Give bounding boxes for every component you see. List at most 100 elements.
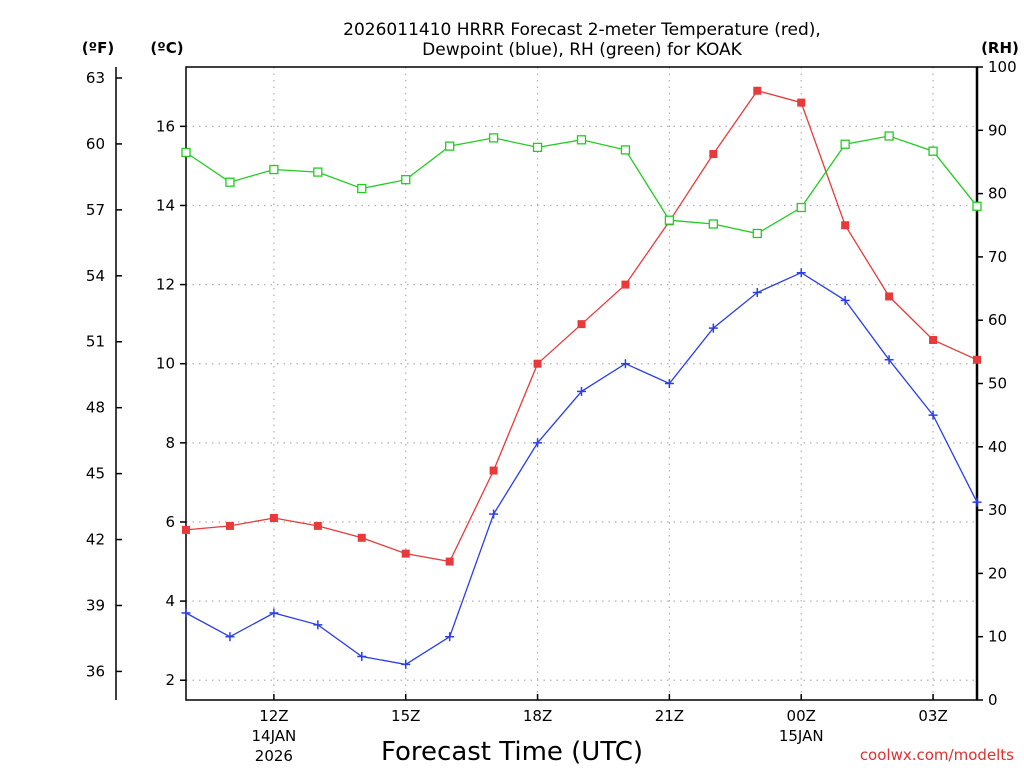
data-point	[884, 131, 894, 141]
x-tick-year: 2026	[255, 747, 293, 765]
series-dewpoint	[181, 268, 982, 669]
celsius-tick-label: 14	[156, 196, 175, 214]
data-point	[182, 525, 190, 534]
data-point	[181, 147, 191, 158]
data-point	[708, 323, 718, 333]
data-point	[796, 202, 806, 213]
x-axis-title: Forecast Time (UTC)	[381, 737, 643, 767]
rh-unit-label: (RH)	[981, 39, 1019, 57]
chart-title-line1: 2026011410 HRRR Forecast 2-meter Tempera…	[343, 20, 821, 40]
fahrenheit-unit-label: (ºF)	[82, 39, 114, 57]
data-point	[884, 355, 894, 365]
celsius-tick-label: 16	[156, 117, 175, 135]
data-point	[928, 146, 938, 156]
data-point	[357, 183, 367, 194]
data-point	[313, 620, 323, 630]
data-point	[928, 410, 938, 420]
fahrenheit-tick-label: 42	[86, 531, 105, 549]
celsius-unit-label: (ºC)	[150, 39, 183, 57]
data-point	[313, 521, 322, 530]
data-point	[532, 142, 543, 153]
data-point	[489, 509, 499, 519]
data-point	[709, 150, 718, 159]
data-point	[708, 219, 718, 229]
data-point	[445, 557, 454, 566]
x-tick-label: 15Z	[391, 707, 420, 725]
data-point	[445, 632, 455, 642]
data-point	[664, 379, 674, 388]
data-point	[620, 145, 631, 155]
data-point	[752, 228, 762, 239]
rh-tick-label: 80	[988, 185, 1007, 203]
x-tick-label: 00Z	[787, 707, 816, 725]
fahrenheit-tick-label: 57	[86, 201, 105, 219]
axes: 2 4 6 8 10 12 14 16 36 39 42 45 48 51 54 57 60 63 0 10 20 30 4…	[86, 58, 1017, 709]
data-point	[225, 521, 234, 530]
data-point	[269, 608, 279, 618]
data-point	[225, 632, 235, 642]
data-point	[401, 549, 410, 558]
x-tick-label: 18Z	[523, 707, 552, 725]
series-rh	[181, 131, 982, 239]
data-point	[225, 177, 235, 187]
data-point	[973, 355, 981, 364]
rh-tick-label: 60	[988, 311, 1007, 329]
data-point	[181, 608, 191, 618]
celsius-tick-label: 10	[156, 355, 175, 373]
data-point	[840, 295, 850, 305]
rh-tick-label: 70	[988, 248, 1007, 266]
rh-tick-label: 90	[988, 121, 1007, 139]
x-tick-date: 14JAN	[252, 727, 297, 745]
x-tick-label: 12Z	[259, 707, 288, 725]
x-tick-date: 15JAN	[779, 727, 824, 745]
fahrenheit-tick-label: 39	[86, 596, 105, 614]
data-point	[489, 466, 498, 475]
data-point	[269, 514, 278, 523]
data-point	[929, 335, 938, 344]
grid	[186, 67, 977, 700]
series-line-rh	[185, 135, 978, 235]
fahrenheit-tick-label: 45	[86, 465, 105, 483]
celsius-tick-label: 2	[165, 671, 175, 689]
data-point	[576, 135, 587, 145]
data-point	[577, 386, 586, 396]
data-point	[885, 292, 894, 301]
fahrenheit-tick-label: 60	[86, 135, 105, 153]
series-layer	[181, 86, 982, 669]
credit-link[interactable]: coolwx.com/modelts	[860, 746, 1014, 764]
series-line-dewpoint	[185, 271, 978, 666]
celsius-tick-label: 4	[165, 592, 175, 610]
data-point	[313, 167, 323, 177]
data-point	[577, 320, 586, 329]
chart-title-line2: Dewpoint (blue), RH (green) for KOAK	[422, 40, 743, 60]
rh-tick-label: 0	[988, 691, 998, 709]
data-point	[664, 215, 675, 225]
data-point	[401, 175, 411, 185]
rh-tick-label: 50	[988, 375, 1007, 393]
data-point	[533, 438, 543, 448]
data-point	[752, 288, 762, 298]
rh-tick-label: 10	[988, 628, 1007, 646]
data-point	[972, 201, 982, 211]
data-point	[621, 280, 630, 289]
rh-tick-label: 40	[988, 438, 1007, 456]
data-point	[357, 533, 366, 542]
plot-frame	[185, 66, 978, 701]
data-point	[445, 141, 455, 151]
x-tick-label: 21Z	[655, 707, 684, 725]
fahrenheit-tick-label: 63	[86, 69, 105, 87]
celsius-tick-label: 6	[165, 513, 175, 531]
data-point	[533, 359, 542, 368]
fahrenheit-tick-label: 48	[86, 399, 105, 417]
data-point	[620, 359, 630, 369]
x-axis-ticks: 12Z 14JAN 2026 15Z 18Z 21Z 00Z 15JAN 03Z	[252, 694, 948, 765]
fahrenheit-tick-label: 36	[86, 662, 105, 680]
data-point	[753, 86, 762, 95]
data-point	[840, 139, 850, 149]
celsius-tick-label: 8	[165, 434, 175, 452]
data-point	[841, 221, 850, 230]
rh-tick-label: 20	[988, 564, 1007, 582]
series-temperature	[182, 86, 981, 566]
rh-tick-label: 30	[988, 501, 1007, 519]
